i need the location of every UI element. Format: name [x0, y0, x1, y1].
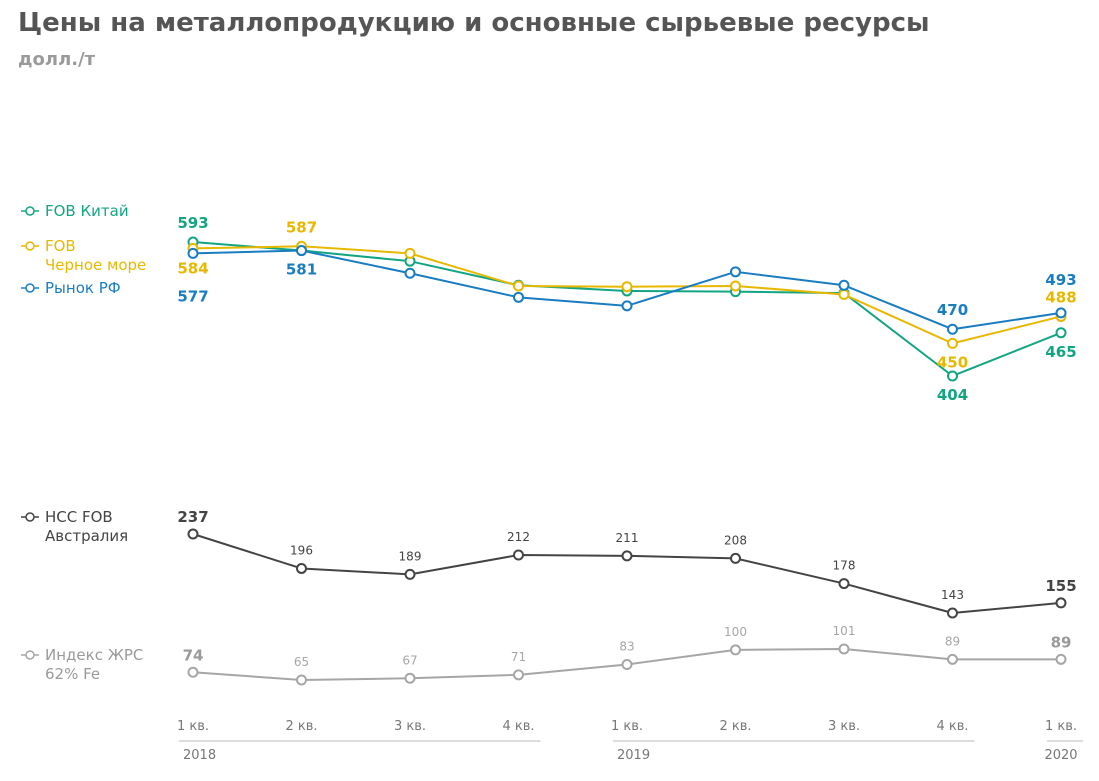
data-point-hcc-fob-australia-9[interactable] [1055, 597, 1067, 609]
data-point-jrs-index-62fe-3[interactable] [404, 672, 416, 684]
data-label-jrs-index-62fe-8: 89 [945, 634, 960, 648]
data-point-russia-market-4[interactable] [513, 291, 524, 303]
data-point-fob-china-9[interactable] [1055, 327, 1067, 339]
x-tick-label-5: 1 кв. [611, 719, 643, 734]
data-point-jrs-index-62fe-6[interactable] [730, 644, 741, 656]
data-label-russia-market-8: 470 [937, 301, 968, 319]
data-label-jrs-index-62fe-7: 101 [833, 624, 856, 638]
data-label-hcc-fob-australia-6: 208 [724, 533, 747, 547]
x-tick-label-8: 4 кв. [936, 719, 968, 734]
data-point-hcc-fob-australia-3[interactable] [404, 568, 416, 580]
data-point-fob-black-sea-8[interactable] [947, 337, 958, 349]
data-point-hcc-fob-australia-7[interactable] [838, 578, 850, 590]
data-label-jrs-index-62fe-1: 74 [183, 646, 204, 664]
year-label-2018: 2018 [183, 748, 216, 763]
data-label-hcc-fob-australia-7: 178 [833, 559, 856, 573]
data-point-russia-market-1[interactable] [187, 247, 199, 259]
legend-marker-fob-black-sea [25, 241, 35, 251]
data-point-russia-market-5[interactable] [621, 300, 633, 312]
data-point-fob-black-sea-7[interactable] [838, 288, 850, 300]
data-point-fob-black-sea-6[interactable] [730, 280, 741, 292]
data-label-fob-black-sea-9: 488 [1045, 288, 1076, 306]
data-point-fob-black-sea-4[interactable] [513, 280, 524, 292]
data-label-fob-black-sea-2: 587 [286, 218, 317, 236]
legend-label-jrs-index-62fe: Индекс ЖРС [45, 646, 143, 664]
data-label-jrs-index-62fe-3: 67 [402, 653, 417, 667]
data-point-jrs-index-62fe-4[interactable] [513, 669, 524, 681]
data-label-hcc-fob-australia-3: 189 [399, 549, 422, 563]
data-label-fob-china-1: 593 [177, 214, 208, 232]
data-point-jrs-index-62fe-9[interactable] [1055, 653, 1067, 665]
chart-title: Цены на металлопродукцию и основные сырь… [18, 8, 930, 38]
year-label-2020: 2020 [1044, 748, 1077, 763]
data-point-fob-black-sea-5[interactable] [621, 281, 633, 293]
data-point-jrs-index-62fe-5[interactable] [621, 659, 633, 670]
legend-label-jrs-index-62fe-line2: 62% Fe [45, 665, 100, 683]
data-label-hcc-fob-australia-8: 143 [941, 588, 964, 602]
data-point-hcc-fob-australia-8[interactable] [947, 607, 958, 619]
x-tick-label-7: 3 кв. [828, 719, 860, 734]
data-point-hcc-fob-australia-6[interactable] [730, 552, 741, 564]
data-point-hcc-fob-australia-4[interactable] [513, 549, 524, 561]
data-label-fob-black-sea-1: 584 [177, 259, 208, 277]
data-point-russia-market-3[interactable] [404, 267, 416, 279]
data-point-jrs-index-62fe-1[interactable] [187, 666, 199, 678]
legend-marker-hcc-fob-australia [25, 512, 35, 522]
x-tick-label-4: 4 кв. [502, 719, 534, 734]
data-label-jrs-index-62fe-4: 71 [511, 650, 526, 664]
legend-label-fob-china: FOB Китай [45, 202, 129, 220]
data-point-hcc-fob-australia-2[interactable] [296, 562, 307, 574]
data-point-russia-market-2[interactable] [296, 245, 307, 257]
data-point-jrs-index-62fe-8[interactable] [947, 653, 958, 665]
year-label-2019: 2019 [617, 748, 650, 763]
data-point-fob-china-8[interactable] [947, 370, 958, 382]
legend-marker-jrs-index-62fe [25, 650, 35, 660]
x-tick-label-1: 1 кв. [177, 719, 209, 734]
x-tick-label-3: 3 кв. [394, 719, 426, 734]
series-line-hcc-fob-australia [192, 533, 1062, 614]
data-point-russia-market-6[interactable] [730, 266, 741, 278]
legend-label-hcc-fob-australia: HCC FOB [45, 508, 113, 526]
legend-marker-russia-market [25, 283, 35, 293]
legend-label-fob-black-sea-line2: Черное море [45, 256, 146, 274]
data-label-jrs-index-62fe-6: 100 [724, 625, 747, 639]
x-tick-label-6: 2 кв. [719, 719, 751, 734]
data-label-fob-black-sea-8: 450 [937, 353, 968, 371]
data-label-hcc-fob-australia-1: 237 [177, 508, 208, 526]
data-point-hcc-fob-australia-5[interactable] [621, 550, 633, 562]
data-point-jrs-index-62fe-2[interactable] [296, 674, 307, 686]
data-point-russia-market-7[interactable] [838, 279, 850, 291]
legend-marker-fob-china [25, 206, 35, 216]
legend-label-hcc-fob-australia-line2: Австралия [45, 527, 128, 545]
data-label-jrs-index-62fe-9: 89 [1051, 633, 1072, 651]
x-tick-label-2: 2 кв. [285, 719, 317, 734]
data-point-jrs-index-62fe-7[interactable] [838, 643, 850, 655]
x-tick-label-9: 1 кв. [1045, 719, 1077, 734]
data-label-hcc-fob-australia-9: 155 [1045, 577, 1076, 595]
data-label-fob-china-9: 465 [1045, 343, 1076, 361]
data-label-hcc-fob-australia-2: 196 [290, 543, 313, 557]
data-label-hcc-fob-australia-4: 212 [507, 530, 530, 544]
data-point-hcc-fob-australia-1[interactable] [187, 528, 199, 540]
data-label-fob-china-8: 404 [937, 386, 968, 404]
data-label-russia-market-1: 577 [177, 287, 208, 305]
data-point-fob-black-sea-3[interactable] [404, 247, 416, 259]
data-point-russia-market-9[interactable] [1055, 307, 1067, 319]
legend-label-russia-market: Рынок РФ [45, 279, 121, 297]
data-point-russia-market-8[interactable] [947, 323, 958, 335]
data-label-hcc-fob-australia-5: 211 [616, 531, 639, 545]
data-label-russia-market-9: 493 [1045, 271, 1076, 289]
data-label-russia-market-2: 581 [286, 261, 317, 279]
legend-label-fob-black-sea: FOB [45, 237, 76, 255]
data-label-jrs-index-62fe-2: 65 [294, 655, 309, 669]
chart-subtitle: долл./т [18, 49, 96, 70]
data-label-jrs-index-62fe-5: 83 [619, 640, 634, 654]
